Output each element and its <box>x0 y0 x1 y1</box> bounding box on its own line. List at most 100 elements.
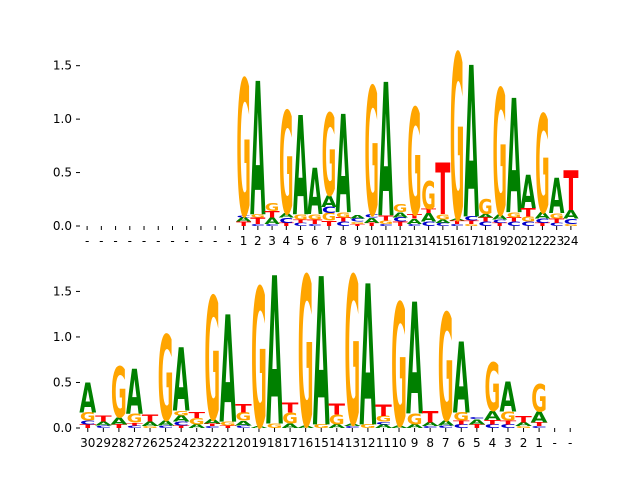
logo-letter-A: A <box>492 213 508 222</box>
logo-letter-G: G <box>376 415 392 424</box>
logo-letter-C: C <box>464 216 478 223</box>
logo-letter-C: C <box>393 217 407 224</box>
logo-letter-A: A <box>279 212 295 219</box>
logo-letter-C: C <box>450 223 464 226</box>
logo-letter-C: C <box>322 205 336 216</box>
logo-letter-C: C <box>531 426 546 429</box>
logo-letter-C: C <box>236 425 251 429</box>
logo-letter-C: C <box>293 222 307 227</box>
logo-letter-C: C <box>564 217 578 226</box>
x-tick-label: 4 <box>489 436 497 450</box>
logo-letter-C: C <box>365 214 379 219</box>
logo-letter-G: G <box>127 411 143 426</box>
logo-letter-C: C <box>436 222 450 227</box>
logo-letter-T: T <box>500 420 517 426</box>
logo-letter-G: G <box>313 424 329 430</box>
logo-letter-G: G <box>173 410 189 417</box>
logo-letter-G: G <box>236 42 250 260</box>
logo-letter-A: A <box>378 45 393 259</box>
logo-letter-G: G <box>298 235 314 474</box>
x-tick-label: 7 <box>325 234 333 248</box>
x-tick-label: 3 <box>268 234 276 248</box>
x-tick-label: 25 <box>158 436 173 450</box>
logo-letter-A: A <box>297 425 314 429</box>
logo-letter-T: T <box>235 402 252 415</box>
logo-letter-T: T <box>449 220 464 225</box>
logo-letter-A: A <box>95 421 113 427</box>
logo-letter-G: G <box>500 409 516 424</box>
logo-letter-G: G <box>493 54 507 255</box>
x-tick-label: 16 <box>298 436 313 450</box>
logo-letter-A: A <box>421 211 437 225</box>
x-tick-label: 6 <box>457 436 465 450</box>
logo-letter-C: C <box>454 423 469 429</box>
x-tick-label: 30 <box>80 436 95 450</box>
logo-letter-T: T <box>329 400 346 418</box>
logo-letter-C: C <box>158 425 173 429</box>
logo-letter-A: A <box>79 374 96 423</box>
logo-letter-C: C <box>478 221 492 228</box>
logo-letter-C: C <box>485 423 500 429</box>
logo-letter-G: G <box>391 271 407 466</box>
x-tick-label: 12 <box>360 436 375 450</box>
logo-letter-T: T <box>364 222 379 227</box>
logo-letter-G: G <box>521 216 535 224</box>
logo-letter-A: A <box>328 423 346 429</box>
x-tick-label: 14 <box>329 436 344 450</box>
logo-letter-A: A <box>484 409 501 423</box>
logo-letter-G: G <box>329 412 345 428</box>
x-tick-label: 2 <box>520 436 528 450</box>
logo-letter-G: G <box>265 202 279 213</box>
logo-letter-A: A <box>350 215 367 220</box>
x-tick-label: 24 <box>174 436 189 450</box>
logo-letter-C: C <box>422 221 436 228</box>
x-tick-label: 19 <box>251 436 266 450</box>
logo-letter-T: T <box>265 209 281 219</box>
logo-letter-A: A <box>173 331 190 431</box>
x-tick-label: 26 <box>142 436 157 450</box>
logo-letter-T: T <box>435 151 450 232</box>
logo-letter-A: A <box>435 219 452 224</box>
y-tick-label: 1.0 <box>53 112 72 126</box>
logo-letter-T: T <box>549 217 564 224</box>
x-tick-label: - <box>227 234 231 248</box>
x-tick-label: 12 <box>393 234 408 248</box>
x-tick-label: 17 <box>464 234 479 248</box>
logo-letter-A: A <box>563 208 579 222</box>
logo-letter-C: C <box>535 218 549 225</box>
y-tick-label: 0.5 <box>53 166 72 180</box>
logo-letter-G: G <box>322 92 336 223</box>
logo-letter-T: T <box>279 222 294 227</box>
logo-letter-T: T <box>421 208 436 215</box>
x-tick-label: 1 <box>535 436 543 450</box>
logo-letter-G: G <box>158 311 174 448</box>
logo-letter-T: T <box>293 219 308 224</box>
logo-letter-T: T <box>492 222 507 227</box>
logo-letter-A: A <box>437 418 454 427</box>
logo-panel-2: 0.00.51.01.530 29 28 27 26 25 24 23 22 21 20 19 18 17… <box>53 235 572 474</box>
logo-letter-A: A <box>406 271 423 450</box>
x-tick-label: 6 <box>311 234 319 248</box>
logo-letter-T: T <box>464 220 479 225</box>
logo-letter-A: A <box>521 166 536 219</box>
logo-letter-G: G <box>516 426 532 429</box>
x-tick-label: 24 <box>563 234 578 248</box>
logo-letter-A: A <box>188 423 206 429</box>
logo-letter-G: G <box>236 410 252 424</box>
logo-letter-G: G <box>322 212 336 223</box>
logo-letter-A: A <box>449 218 464 221</box>
logo-letter-T: T <box>250 216 266 226</box>
logo-letter-G: G <box>142 426 158 429</box>
logo-letter-T: T <box>469 424 486 430</box>
logo-letter-G: G <box>308 214 322 222</box>
logo-letter-A: A <box>375 423 393 429</box>
logo-letter-C: C <box>550 222 564 227</box>
logo-letter-T: T <box>220 425 237 429</box>
x-tick-label: 23 <box>549 234 564 248</box>
logo-letter-A: A <box>464 24 479 266</box>
logo-letter-A: A <box>500 373 517 422</box>
logo-letter-G: G <box>80 410 96 424</box>
logo-letter-T: T <box>173 425 190 429</box>
y-tick-label: 1.0 <box>53 330 72 344</box>
logo-letter-C: C <box>469 417 484 420</box>
